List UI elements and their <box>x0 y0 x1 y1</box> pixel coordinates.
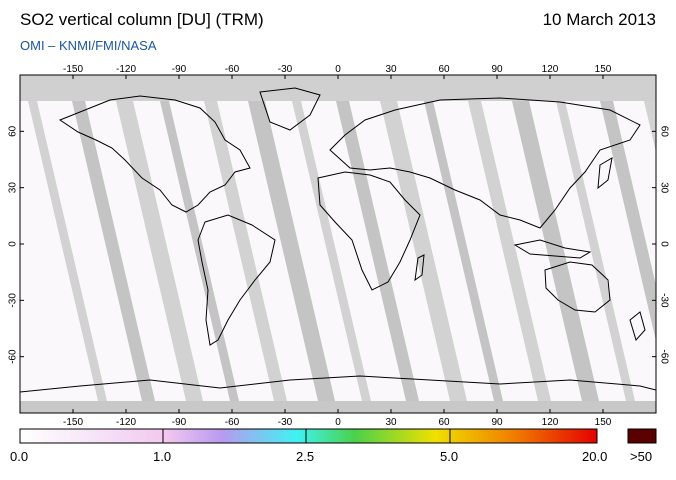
lon-label-bottom: -150 <box>63 417 83 428</box>
lon-label-bottom: -30 <box>278 417 293 428</box>
lon-label-bottom: 120 <box>542 417 559 428</box>
lon-label-top: 120 <box>542 64 559 75</box>
lat-label-left: 0 <box>8 241 19 247</box>
orbit-gap-band <box>424 101 503 401</box>
lon-label-top: -60 <box>225 64 240 75</box>
orbit-gap-band <box>204 101 287 401</box>
lon-label-bottom: 30 <box>385 417 397 428</box>
lat-label-left: -60 <box>8 349 19 364</box>
lon-label-top: 90 <box>491 64 503 75</box>
orbit-gap-band <box>556 101 635 401</box>
coastlines <box>20 87 656 393</box>
lon-label-top: 150 <box>595 64 612 75</box>
orbit-gaps <box>28 101 656 401</box>
colorbar-label-over: >50 <box>630 449 653 464</box>
colorbar-label-1: 1.0 <box>153 449 172 464</box>
lon-label-top: 60 <box>438 64 450 75</box>
colorbar-label-max: 20.0 <box>582 449 608 464</box>
orbit-gap-band <box>380 101 467 401</box>
lon-label-bottom: 150 <box>595 417 612 428</box>
orbit-gap-band <box>512 101 599 401</box>
lon-label-top: -150 <box>63 64 83 75</box>
lat-label-right: 60 <box>658 126 669 138</box>
orbit-gap-band <box>28 101 107 401</box>
orbit-gap-band <box>116 101 203 401</box>
orbit-gap-band <box>336 101 419 401</box>
map-date: 10 March 2013 <box>542 10 656 29</box>
lon-label-top: 30 <box>385 64 397 75</box>
orbit-gap-band <box>468 101 551 401</box>
lat-label-right: -30 <box>658 293 669 308</box>
map-title: SO2 vertical column [DU] (TRM) <box>20 10 264 29</box>
lon-label-top: -120 <box>116 64 136 75</box>
lat-label-right: 0 <box>658 241 669 247</box>
lat-label-left: 30 <box>8 182 19 194</box>
orbit-gap-band <box>600 101 656 341</box>
lon-label-bottom: -90 <box>172 417 187 428</box>
lon-label-bottom: 60 <box>438 417 450 428</box>
colorbar <box>19 428 598 444</box>
lat-label-right: -60 <box>658 349 669 364</box>
north-no-data-region <box>20 75 656 101</box>
orbit-gap-band <box>248 101 335 401</box>
lat-label-left: -30 <box>8 293 19 308</box>
colorbar-label-3: 5.0 <box>440 449 459 464</box>
lon-label-bottom: 0 <box>335 417 341 428</box>
orbit-gap-band <box>72 101 155 401</box>
colorbar-label-min: 0.0 <box>10 449 29 464</box>
lon-label-top: -30 <box>278 64 293 75</box>
lon-label-bottom: -60 <box>225 417 240 428</box>
colorbar-label-2: 2.5 <box>296 449 315 464</box>
lon-label-top: -90 <box>172 64 187 75</box>
graticule-ticks: -150 -150 -120 -120 -90 -90 -60 -60 -30 -30 0 0 30 30… <box>8 64 670 428</box>
colorbar-ticks <box>162 429 451 443</box>
lat-label-right: 30 <box>658 182 669 194</box>
colorbar-over-swatch <box>627 428 657 444</box>
orbit-gap-band <box>644 101 656 153</box>
lat-label-left: 60 <box>8 125 19 137</box>
orbit-gap-band <box>292 101 371 401</box>
lon-label-bottom: 90 <box>491 417 503 428</box>
lon-label-top: 0 <box>335 64 341 75</box>
map-subtitle: OMI – KNMI/FMI/NASA <box>20 38 157 53</box>
lon-label-bottom: -120 <box>116 417 136 428</box>
